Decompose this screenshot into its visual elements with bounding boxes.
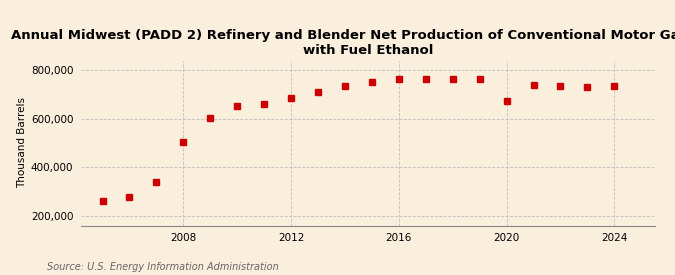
Y-axis label: Thousand Barrels: Thousand Barrels <box>17 98 27 188</box>
Title: Annual Midwest (PADD 2) Refinery and Blender Net Production of Conventional Moto: Annual Midwest (PADD 2) Refinery and Ble… <box>11 29 675 57</box>
Text: Source: U.S. Energy Information Administration: Source: U.S. Energy Information Administ… <box>47 262 279 272</box>
